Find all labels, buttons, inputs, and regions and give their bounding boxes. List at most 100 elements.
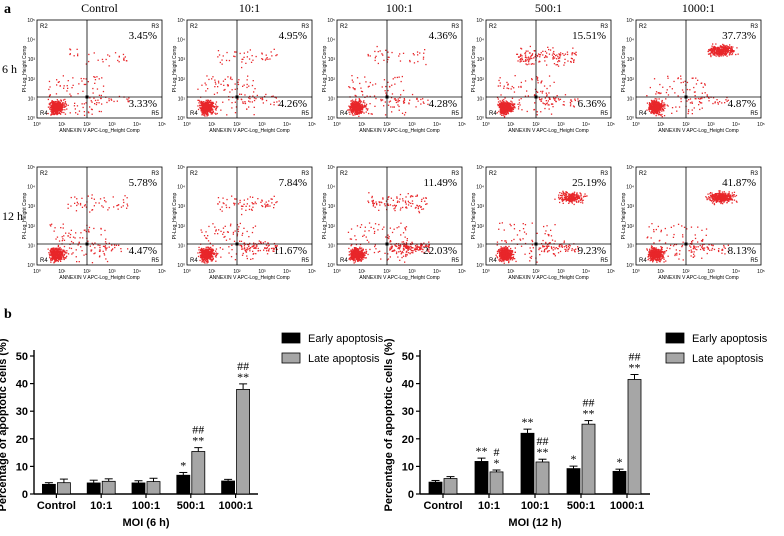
cell-dot	[105, 238, 107, 240]
cell-dot	[368, 112, 370, 115]
cell-dot	[231, 107, 233, 109]
cell-dot	[357, 108, 359, 111]
cell-dot	[248, 208, 251, 211]
cell-dot	[367, 53, 369, 56]
cell-dot	[352, 107, 354, 109]
cell-dot	[497, 98, 499, 100]
cell-dot	[242, 252, 244, 255]
cell-dot	[422, 101, 424, 103]
cell-dot	[202, 112, 205, 114]
cell-dot	[571, 52, 573, 54]
cell-dot	[107, 54, 109, 56]
cell-dot	[527, 56, 530, 58]
cell-dot	[208, 247, 211, 250]
cell-dot	[564, 62, 566, 64]
cell-dot	[62, 103, 64, 105]
cell-dot	[72, 242, 74, 244]
cell-dot	[652, 102, 655, 104]
cell-dot	[61, 109, 63, 112]
cell-dot	[677, 95, 679, 97]
cell-dot	[118, 56, 120, 58]
cell-dot	[657, 104, 659, 106]
cell-dot	[657, 110, 659, 113]
cell-dot	[57, 102, 59, 104]
y-axis-title: PI-Log_Height Comp	[471, 45, 477, 92]
cell-dot	[57, 251, 59, 253]
cell-dot	[701, 102, 703, 104]
cell-dot	[409, 61, 411, 63]
cell-dot	[237, 81, 239, 83]
cell-dot	[655, 107, 657, 109]
cell-dot	[213, 253, 215, 255]
cell-dot	[260, 201, 262, 203]
cell-dot	[201, 114, 203, 116]
cell-dot	[549, 98, 551, 100]
cell-dot	[520, 86, 522, 88]
cell-dot	[96, 76, 98, 78]
x-tick-label: 10³	[707, 122, 715, 128]
cell-dot	[349, 86, 351, 89]
cell-dot	[661, 100, 663, 102]
cell-dot	[254, 201, 256, 203]
cell-dot	[206, 100, 209, 103]
cell-dot	[218, 201, 221, 203]
cell-dot	[356, 109, 358, 111]
cell-dot	[70, 196, 72, 199]
cell-dot	[573, 61, 575, 63]
cell-dot	[203, 101, 205, 103]
cell-dot	[394, 98, 396, 100]
cell-dot	[205, 84, 207, 86]
cell-dot	[124, 195, 126, 197]
cell-dot	[550, 113, 553, 115]
cell-dot	[654, 101, 656, 103]
late-apoptosis-percent: 4.36%	[429, 30, 457, 42]
cell-dot	[352, 101, 354, 103]
x-tick-label: 10⁵	[158, 122, 166, 128]
cell-dot	[259, 249, 261, 252]
cell-dot	[508, 102, 510, 104]
cell-dot	[403, 98, 405, 100]
cell-dot	[678, 106, 681, 108]
cell-dot	[415, 106, 417, 108]
cell-dot	[496, 96, 499, 99]
cell-dot	[540, 52, 542, 54]
cell-events	[47, 194, 129, 264]
cell-dot	[507, 84, 509, 86]
cell-dot	[200, 248, 202, 250]
cell-dot	[269, 205, 271, 207]
cell-dot	[209, 258, 211, 260]
gate-center-handle	[235, 95, 239, 99]
cell-dot	[200, 108, 203, 110]
x-tick-label: 10³	[258, 122, 266, 128]
cell-dot	[698, 104, 700, 106]
cell-dot	[350, 250, 352, 253]
cell-dot	[499, 103, 501, 106]
cell-dot	[503, 107, 505, 109]
cell-dot	[56, 251, 58, 253]
cell-dot	[69, 236, 71, 239]
cell-dot	[228, 246, 230, 248]
cell-dot	[209, 101, 211, 104]
cell-dot	[714, 47, 717, 49]
cell-dot	[264, 95, 266, 98]
cell-dot	[555, 100, 557, 103]
cell-dot	[397, 100, 399, 102]
cell-dot	[100, 97, 102, 100]
cell-dot	[716, 99, 718, 101]
cell-dot	[729, 47, 731, 49]
cell-dot	[377, 51, 379, 53]
cell-dot	[98, 110, 100, 113]
cell-dot	[273, 48, 275, 50]
cell-dot	[658, 113, 660, 116]
cell-dot	[85, 230, 87, 233]
cell-dot	[255, 202, 257, 205]
cell-dot	[651, 102, 653, 104]
cell-dot	[252, 206, 254, 208]
cell-dot	[246, 203, 248, 205]
cell-dot	[548, 104, 550, 106]
cell-dot	[83, 205, 86, 207]
cell-dot	[206, 103, 208, 105]
cell-dot	[215, 250, 217, 252]
cell-dot	[59, 256, 61, 258]
